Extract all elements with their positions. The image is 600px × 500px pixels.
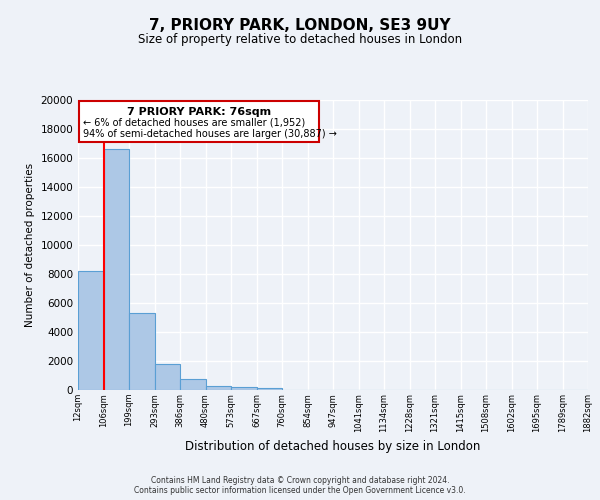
Bar <box>205 386 231 390</box>
FancyBboxPatch shape <box>79 102 319 142</box>
Text: ← 6% of detached houses are smaller (1,952): ← 6% of detached houses are smaller (1,9… <box>83 118 305 128</box>
Text: Size of property relative to detached houses in London: Size of property relative to detached ho… <box>138 32 462 46</box>
Bar <box>104 150 129 390</box>
Bar <box>129 313 155 390</box>
Text: Contains HM Land Registry data © Crown copyright and database right 2024.: Contains HM Land Registry data © Crown c… <box>151 476 449 485</box>
Text: 7, PRIORY PARK, LONDON, SE3 9UY: 7, PRIORY PARK, LONDON, SE3 9UY <box>149 18 451 32</box>
X-axis label: Distribution of detached houses by size in London: Distribution of detached houses by size … <box>185 440 481 453</box>
Text: 94% of semi-detached houses are larger (30,887) →: 94% of semi-detached houses are larger (… <box>83 129 337 139</box>
Bar <box>180 379 205 390</box>
Y-axis label: Number of detached properties: Number of detached properties <box>25 163 35 327</box>
Text: Contains public sector information licensed under the Open Government Licence v3: Contains public sector information licen… <box>134 486 466 495</box>
Bar <box>155 364 180 390</box>
Bar <box>78 271 104 390</box>
Text: 7 PRIORY PARK: 76sqm: 7 PRIORY PARK: 76sqm <box>127 108 271 118</box>
Bar <box>231 387 257 390</box>
Bar <box>257 388 282 390</box>
